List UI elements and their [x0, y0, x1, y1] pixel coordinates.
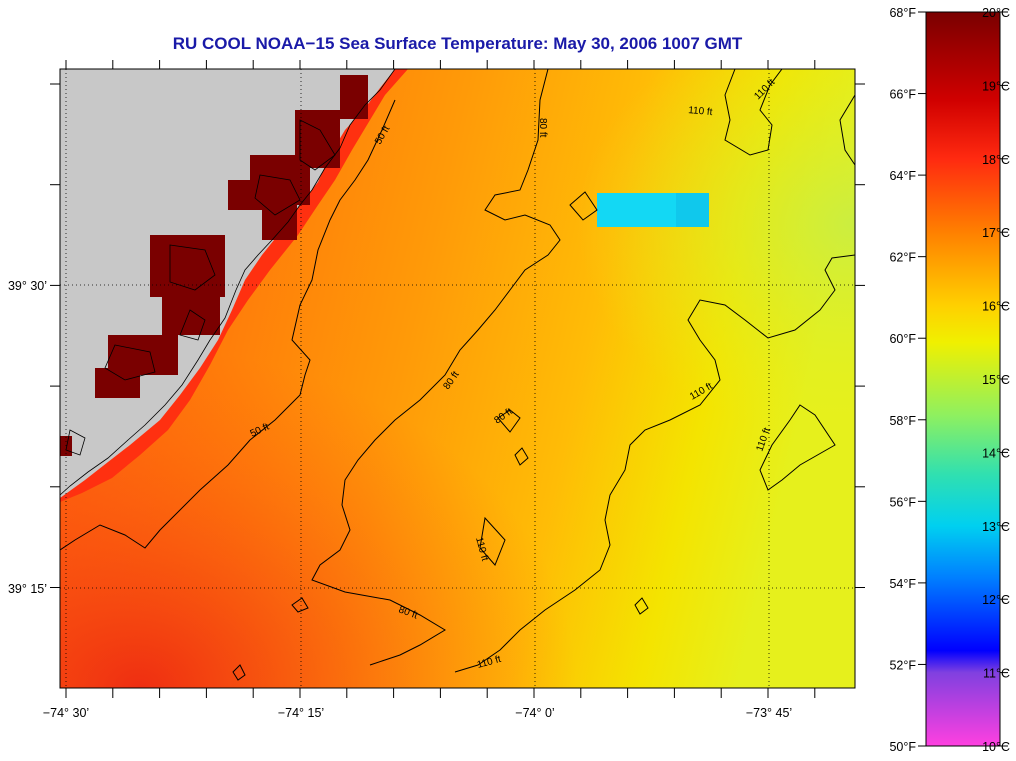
colorbar-f-label: 58°F — [889, 414, 916, 428]
colorbar-f-label: 60°F — [889, 332, 916, 346]
colorbar-f-label: 64°F — [889, 169, 916, 183]
cold-anomaly-core — [676, 193, 709, 227]
colorbar-c-label: 13°C — [982, 520, 1010, 534]
colorbar-c-label: 10°C — [982, 740, 1010, 754]
map-frame — [59, 68, 856, 689]
colorbar-c-label: 19°C — [982, 79, 1010, 93]
depth-contours — [60, 69, 855, 681]
colorbar-c-label: 12°C — [982, 593, 1010, 607]
colorbar-c-label: 11°C — [983, 667, 1010, 681]
coastal-warm-pixels — [60, 75, 368, 456]
coastline — [60, 69, 396, 496]
lat-label-39-30: 39° 30’ — [8, 279, 47, 293]
colorbar-f-label: 52°F — [889, 658, 916, 672]
colorbar-gradient — [926, 12, 1000, 746]
colorbar-f-label: 66°F — [889, 88, 916, 102]
contour-label-110-north: 110 ft — [688, 105, 713, 118]
longitude-labels: −74° 30’ −74° 15’ −74° 0’ −73° 45’ — [43, 706, 792, 720]
lon-label-73-45: −73° 45’ — [746, 706, 792, 720]
colorbar-c-label: 17°C — [982, 226, 1010, 240]
lon-label-74-30: −74° 30’ — [43, 706, 89, 720]
colorbar-c-label: 14°C — [982, 446, 1010, 460]
land-mass — [60, 69, 395, 498]
colorbar-f-label: 54°F — [889, 577, 916, 591]
colorbar: 68°F 66°F 64°F 62°F 60°F 58°F 56°F 54°F 52°F 50°F… — [889, 6, 1010, 754]
colorbar-f-label: 56°F — [889, 495, 916, 509]
lon-label-74-15: −74° 15’ — [278, 706, 324, 720]
colorbar-f-label: 62°F — [889, 251, 916, 265]
colorbar-f-label: 68°F — [889, 6, 916, 20]
colorbar-c-label: 16°C — [982, 300, 1010, 314]
colorbar-c-label: 20°C — [982, 6, 1010, 20]
axis-ticks — [50, 60, 865, 698]
colorbar-c-label: 15°C — [982, 373, 1010, 387]
colorbar-c-label: 18°C — [982, 153, 1010, 167]
map-title: RU COOL NOAA−15 Sea Surface Temperature:… — [172, 34, 743, 53]
graticule — [60, 69, 855, 688]
lat-label-39-15: 39° 15’ — [8, 582, 47, 596]
contour-label-80-north: 80 ft — [537, 118, 548, 138]
lon-label-74-0: −74° 0’ — [515, 706, 554, 720]
latitude-labels: 39° 30’ 39° 15’ — [8, 279, 47, 596]
colorbar-f-label: 50°F — [889, 740, 916, 754]
